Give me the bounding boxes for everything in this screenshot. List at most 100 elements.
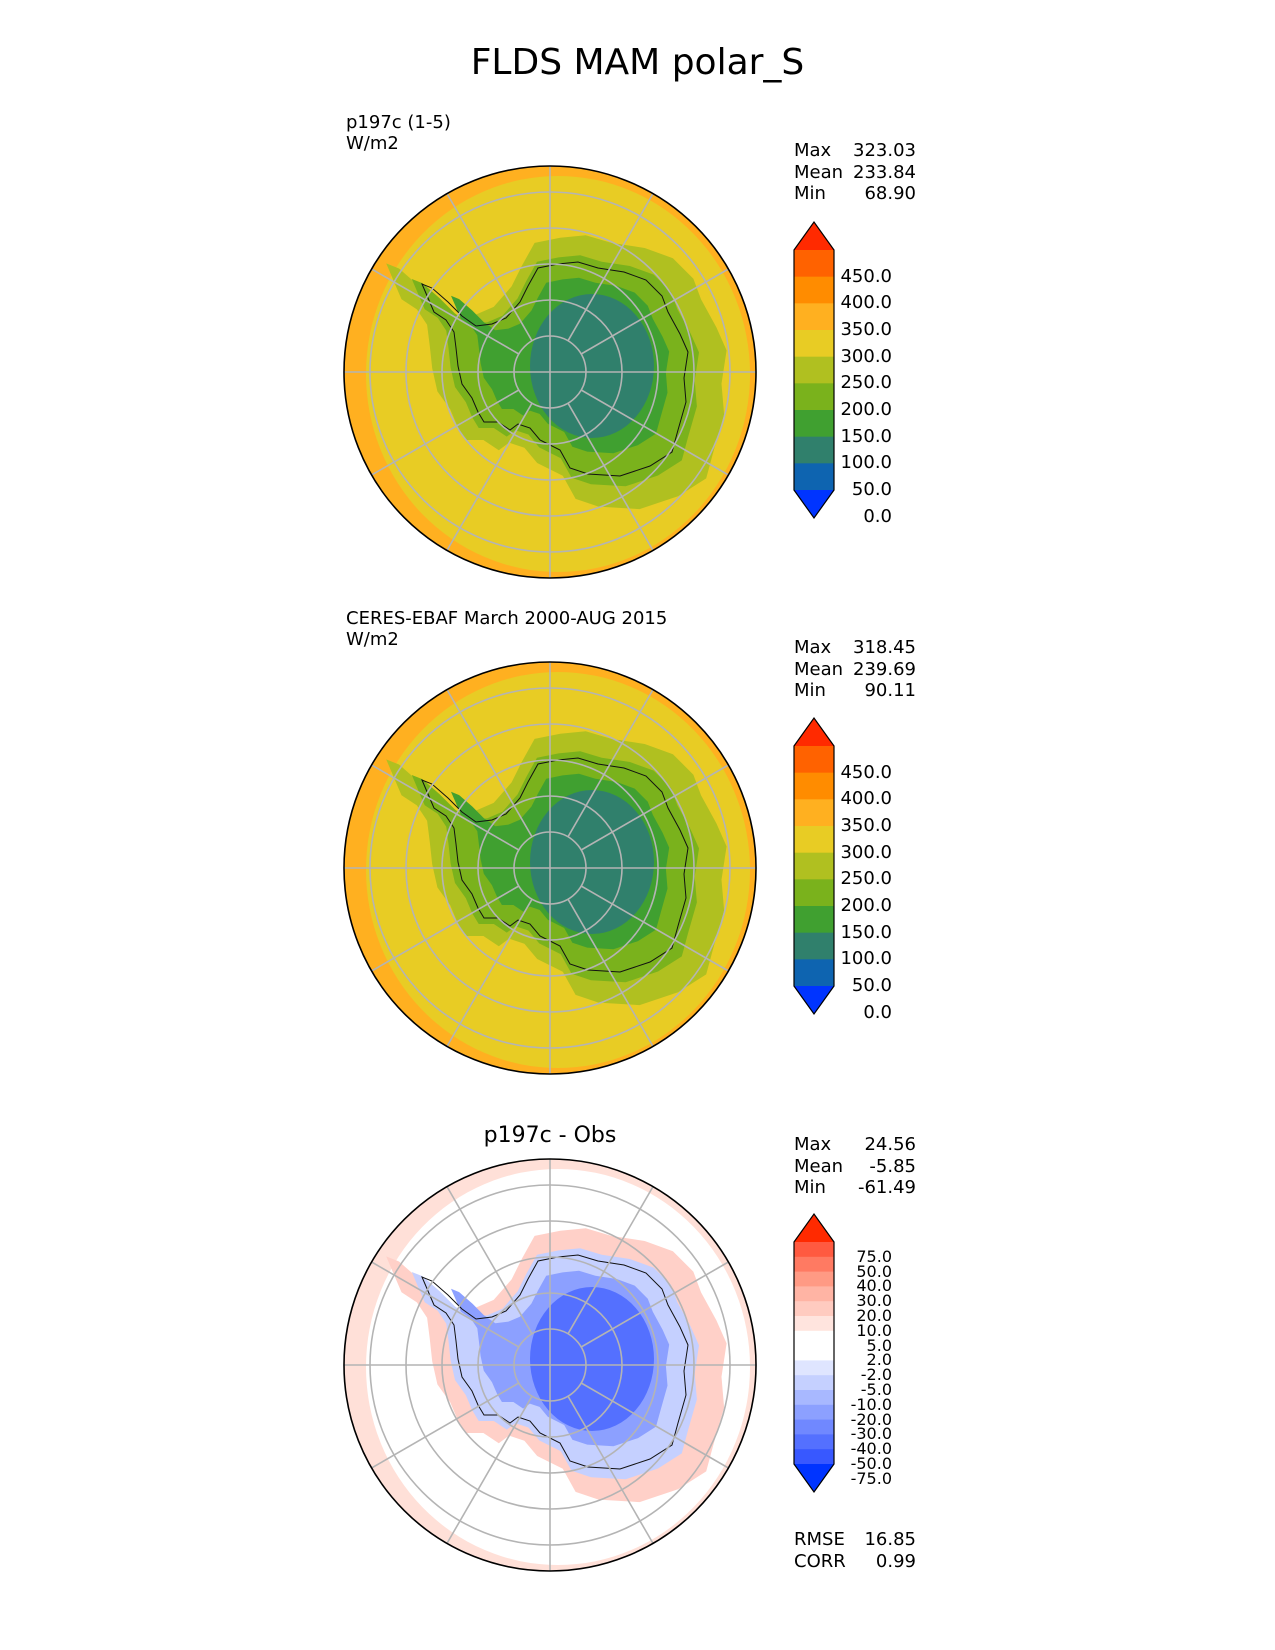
- colorbar-segment: [794, 799, 834, 827]
- panel-units: W/m2: [346, 629, 399, 650]
- plateau-field: [530, 1287, 654, 1431]
- panel-label: CERES-EBAF March 2000-AUG 2015: [346, 608, 668, 629]
- meridian-line: [580, 268, 729, 355]
- meridian-line: [371, 1382, 520, 1469]
- meridian-line: [371, 268, 520, 355]
- colorbar-tick-label: 150.0: [840, 425, 892, 447]
- colorbar-tick-label: 75.0: [856, 1246, 892, 1266]
- meridian-line: [580, 389, 729, 476]
- colorbar-tick-label: 450.0: [840, 265, 892, 287]
- colorbar-segment: [794, 1330, 834, 1347]
- colorbar-tick-label: 2.0: [866, 1350, 892, 1370]
- colorbar-tick-label: 400.0: [840, 292, 892, 314]
- colorbar-segment: [794, 1404, 834, 1421]
- plateau-field: [530, 790, 654, 934]
- stats-box: Max 24.56 Mean -5.85 Min -61.49: [794, 1134, 916, 1199]
- colorbar-tick-label: 30.0: [856, 1291, 892, 1311]
- map-boundary: [343, 165, 757, 579]
- colorbar-segment: [794, 383, 834, 411]
- colorbar-tick-label: -2.0: [860, 1365, 892, 1385]
- colorbar-outline: [793, 1212, 835, 1494]
- colorbar-tick-label: -75.0: [850, 1468, 892, 1488]
- colorbar-tick-label: 400.0: [840, 788, 892, 810]
- colorbar-segment: [794, 250, 834, 278]
- colorbar-segment: [794, 1449, 834, 1465]
- meridian-line: [371, 885, 520, 972]
- colorbar-segment: [794, 932, 834, 960]
- colorbar-tick-label: -20.0: [850, 1409, 892, 1429]
- stat-min: Min -61.49: [794, 1177, 916, 1198]
- colorbar-outline: [793, 716, 835, 1016]
- colorbar-segment: [794, 1419, 834, 1435]
- panel-units: W/m2: [346, 133, 399, 154]
- meridian-line: [567, 193, 654, 342]
- colorbar-segment: [794, 959, 834, 987]
- colorbar-tick-label: -5.0: [860, 1380, 892, 1399]
- meridian-line: [371, 1261, 520, 1348]
- colorbar-diff: [793, 1212, 835, 1494]
- colorbar-tick-label: -30.0: [850, 1424, 892, 1444]
- colorbar-tick-label: 10.0: [856, 1320, 892, 1340]
- colorbar-segment: [794, 1360, 834, 1376]
- stat-min: Min 68.90: [794, 183, 916, 204]
- colorbar-outline: [793, 220, 835, 520]
- plateau-field: [530, 294, 654, 438]
- map-boundary: [343, 1158, 757, 1572]
- colorbar-tick-label: 300.0: [840, 345, 892, 367]
- colorbar-segment: [794, 1271, 834, 1287]
- coastline: [421, 1254, 689, 1470]
- colorbar-tick-label: 150.0: [840, 921, 892, 943]
- colorbar-segment: [794, 1256, 834, 1273]
- colorbar-segment: [794, 1390, 834, 1406]
- colorbar-tick-label: 50.0: [851, 479, 892, 500]
- colorbar-segment: [794, 746, 834, 774]
- colorbar-segment: [794, 1286, 834, 1302]
- colorbar-tick-label: -10.0: [850, 1394, 892, 1414]
- meridian-line: [567, 402, 654, 551]
- panel-title: p197c - Obs: [483, 1123, 617, 1148]
- colorbar-tick-label: 0.0: [863, 505, 892, 527]
- stat-mean: Mean 233.84: [794, 161, 916, 183]
- meridian-line: [580, 1382, 729, 1469]
- polar-map-diff: [343, 1158, 757, 1572]
- colorbar-extend-min: [794, 986, 834, 1014]
- colorbar-tick-label: -50.0: [850, 1454, 892, 1473]
- colorbar-tick-label: 300.0: [840, 841, 892, 863]
- colorbar-segment: [794, 463, 834, 491]
- colorbar-segment: [794, 410, 834, 438]
- meridian-line: [446, 898, 533, 1047]
- colorbar-segment: [794, 303, 834, 331]
- colorbar-tick-label: 350.0: [840, 319, 892, 340]
- colorbar-extend-min: [794, 490, 834, 518]
- colorbar-segment: [794, 772, 834, 800]
- colorbar-segment: [794, 436, 834, 464]
- colorbar-segment: [794, 276, 834, 304]
- colorbar-segment: [794, 1242, 834, 1258]
- colorbar-tick-label: 40.0: [856, 1276, 892, 1296]
- stats-box: Max 323.03 Mean 233.84 Min 68.90: [794, 140, 916, 205]
- colorbar-tick-label: 5.0: [866, 1335, 892, 1355]
- polar-map-test: [343, 165, 757, 579]
- colorbar-tick-label: 250.0: [840, 372, 892, 394]
- colorbar-segment: [794, 879, 834, 907]
- figure-title: FLDS MAM polar_S: [470, 42, 805, 83]
- colorbar-tick-label: 200.0: [840, 399, 892, 420]
- meridian-line: [580, 1261, 729, 1348]
- meridian-line: [567, 689, 654, 838]
- meridian-line: [567, 1395, 654, 1544]
- meridian-line: [567, 1186, 654, 1335]
- coastline: [421, 261, 689, 477]
- colorbar-tick-label: 100.0: [840, 948, 892, 970]
- colorbar-segment: [794, 826, 834, 854]
- colorbar-segment: [794, 852, 834, 880]
- colorbar-tick-label: -40.0: [850, 1439, 892, 1459]
- polar-map-ref: [343, 661, 757, 1075]
- stat-max: Max 24.56: [794, 1134, 916, 1155]
- meridian-line: [446, 1186, 533, 1335]
- meridian-line: [446, 193, 533, 342]
- meridian-line: [580, 885, 729, 972]
- stat-mean: Mean -5.85: [794, 1155, 916, 1177]
- colorbar-segment: [794, 356, 834, 384]
- colorbar-extend-min: [794, 1464, 834, 1492]
- colorbar-tick-label: 450.0: [840, 761, 892, 783]
